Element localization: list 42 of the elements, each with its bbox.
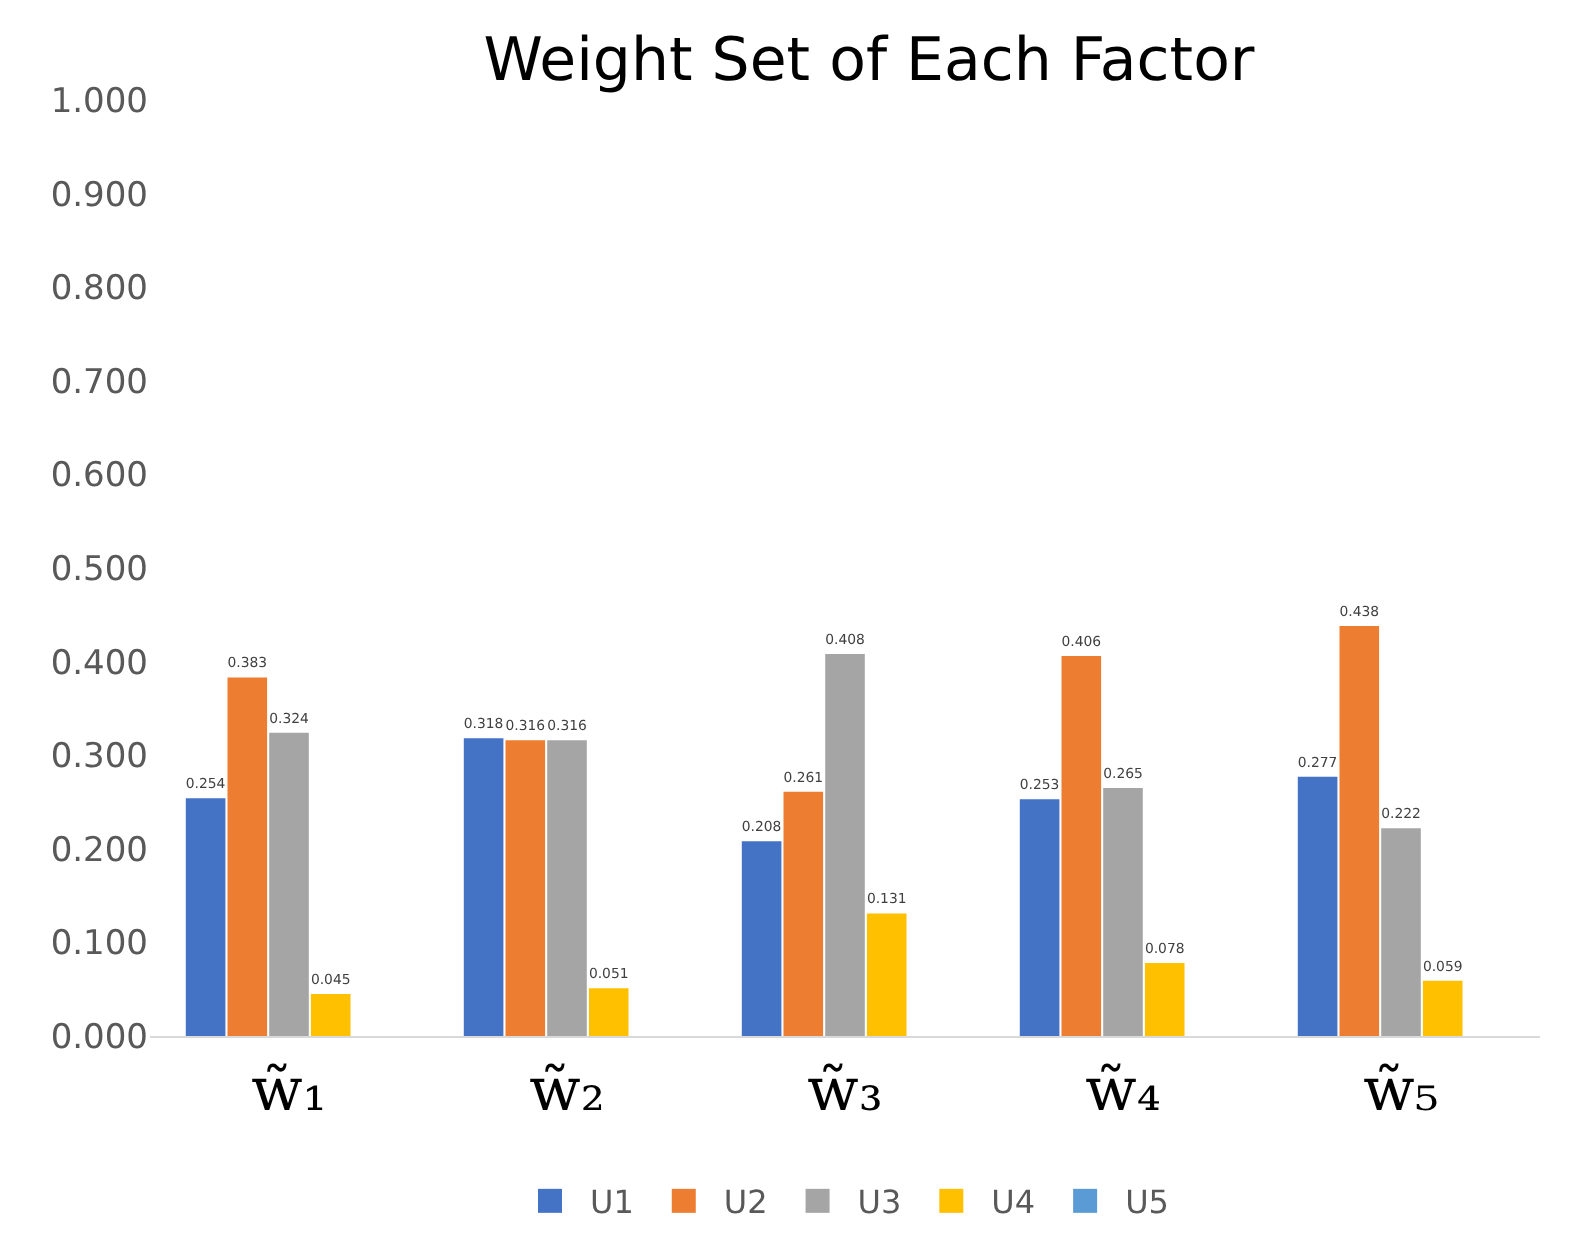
bar [741,841,782,1036]
legend-label: U3 [857,1183,902,1222]
x-tick-label: w̃₂ [529,1056,605,1126]
bar [463,738,504,1036]
legend-label: U4 [991,1183,1036,1222]
bar [588,988,629,1036]
bar [1381,828,1421,1036]
bar [1061,655,1102,1036]
bar [783,791,824,1036]
bar [505,740,546,1036]
x-tick-label: w̃₄ [1085,1056,1161,1126]
y-tick-label: 0.800 [50,269,148,310]
y-tick-label: 0.500 [50,549,148,590]
bar [269,732,309,1036]
x-tick-label: w̃₁ [251,1056,327,1126]
y-tick-label: 0.000 [50,1017,148,1058]
bar [547,740,587,1036]
bar [310,993,351,1036]
chart-title: Weight Set of Each Factor [483,25,1256,96]
legend-label: U1 [590,1183,634,1222]
bar [825,654,865,1036]
legend-label: U5 [1125,1183,1169,1222]
bar [1103,787,1143,1036]
y-tick-label: 0.200 [50,830,148,871]
legend-label: U2 [723,1183,768,1222]
bar [1422,980,1463,1036]
y-tick-label: 1.000 [50,81,148,122]
bar [866,913,907,1036]
bar [1297,776,1338,1036]
y-tick-label: 0.900 [50,175,148,216]
x-tick-label: w̃₃ [807,1056,883,1126]
y-tick-label: 0.600 [50,456,148,497]
y-tick-label: 0.300 [50,737,148,778]
bar [1019,799,1060,1036]
bar [1339,626,1380,1036]
x-tick-label: w̃₅ [1363,1056,1439,1126]
y-tick-label: 0.700 [50,362,148,403]
y-tick-label: 0.400 [50,643,148,684]
y-tick-label: 0.100 [50,924,148,965]
bar [1144,963,1185,1036]
bar [227,677,268,1036]
bar [185,798,226,1036]
